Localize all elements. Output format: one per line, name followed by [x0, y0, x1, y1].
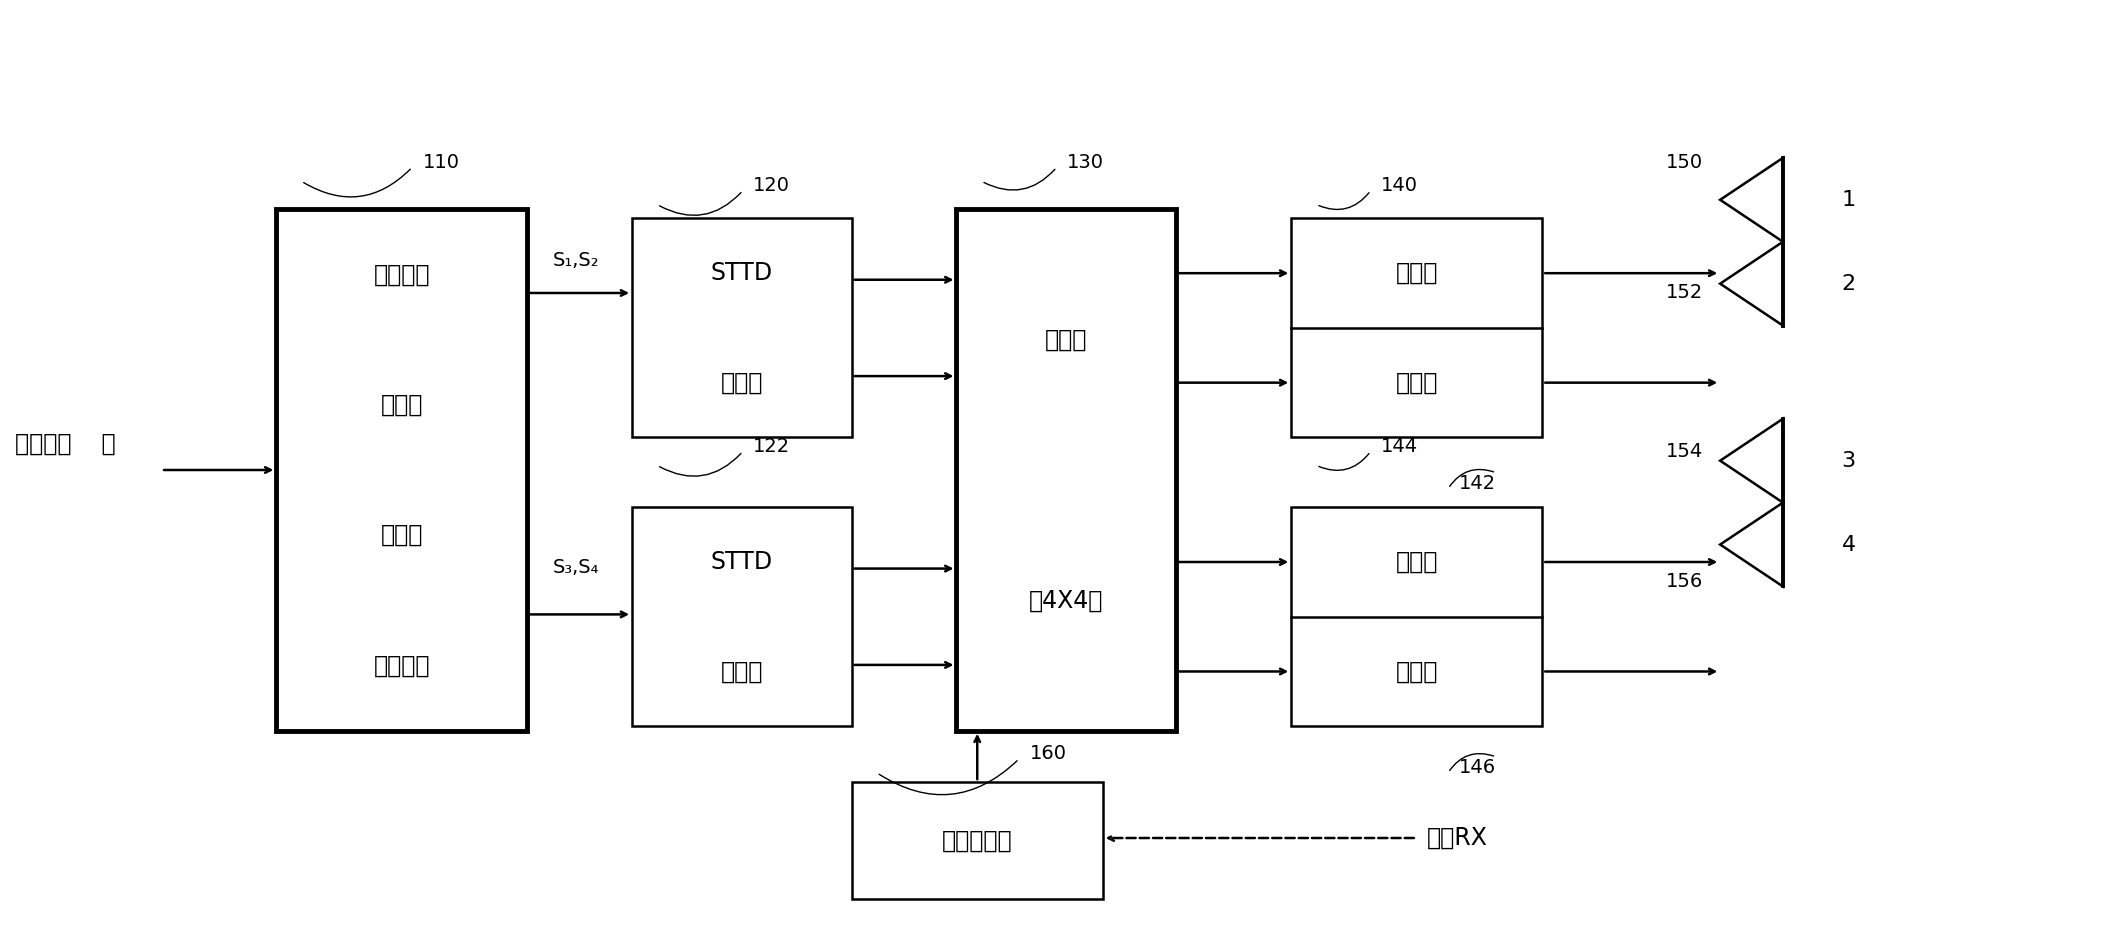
Text: 110: 110	[422, 153, 460, 172]
Bar	[632, 508, 851, 727]
Text: 122: 122	[754, 437, 790, 456]
Text: STTD: STTD	[710, 550, 773, 574]
Text: 扩频器: 扩频器	[1395, 261, 1437, 285]
Text: 编码器: 编码器	[721, 370, 763, 395]
Bar	[956, 209, 1177, 731]
Text: 146: 146	[1458, 759, 1496, 777]
Text: 扩频器: 扩频器	[1395, 370, 1437, 395]
Text: 3: 3	[1843, 450, 1855, 471]
Text: 144: 144	[1380, 437, 1418, 456]
Text: 来自调制    器: 来自调制 器	[15, 432, 116, 456]
Text: 156: 156	[1666, 572, 1704, 591]
Text: 扩频器: 扩频器	[1395, 550, 1437, 574]
Text: 2: 2	[1843, 274, 1855, 293]
Text: 150: 150	[1666, 153, 1704, 172]
Text: 分离器: 分离器	[380, 393, 422, 416]
Text: 142: 142	[1458, 475, 1496, 494]
Text: （4X4）: （4X4）	[1029, 588, 1103, 613]
Bar	[275, 209, 527, 731]
Text: 扩频器: 扩频器	[1395, 660, 1437, 683]
Text: 4: 4	[1843, 535, 1855, 555]
Text: 120: 120	[754, 176, 790, 196]
Bar	[632, 218, 851, 437]
Text: 154: 154	[1666, 442, 1704, 461]
Text: （串并: （串并	[380, 524, 422, 547]
Text: 130: 130	[1067, 153, 1105, 172]
Text: S₃,S₄: S₃,S₄	[553, 558, 599, 577]
Text: 1: 1	[1843, 190, 1855, 210]
Text: 编码器: 编码器	[721, 660, 763, 683]
Text: 152: 152	[1666, 283, 1704, 303]
Text: 多路信号: 多路信号	[374, 262, 431, 287]
Text: S₁,S₂: S₁,S₂	[553, 251, 599, 270]
Text: 140: 140	[1380, 176, 1418, 196]
Text: 来自RX: 来自RX	[1427, 826, 1488, 850]
Text: 混洗控制器: 混洗控制器	[941, 828, 1013, 853]
Text: 混洗器: 混洗器	[1044, 327, 1088, 352]
Bar	[1292, 508, 1542, 727]
Text: 变换器）: 变换器）	[374, 653, 431, 678]
Bar	[1292, 218, 1542, 437]
Text: 160: 160	[1029, 744, 1067, 763]
Text: STTD: STTD	[710, 261, 773, 285]
Bar	[851, 782, 1103, 899]
